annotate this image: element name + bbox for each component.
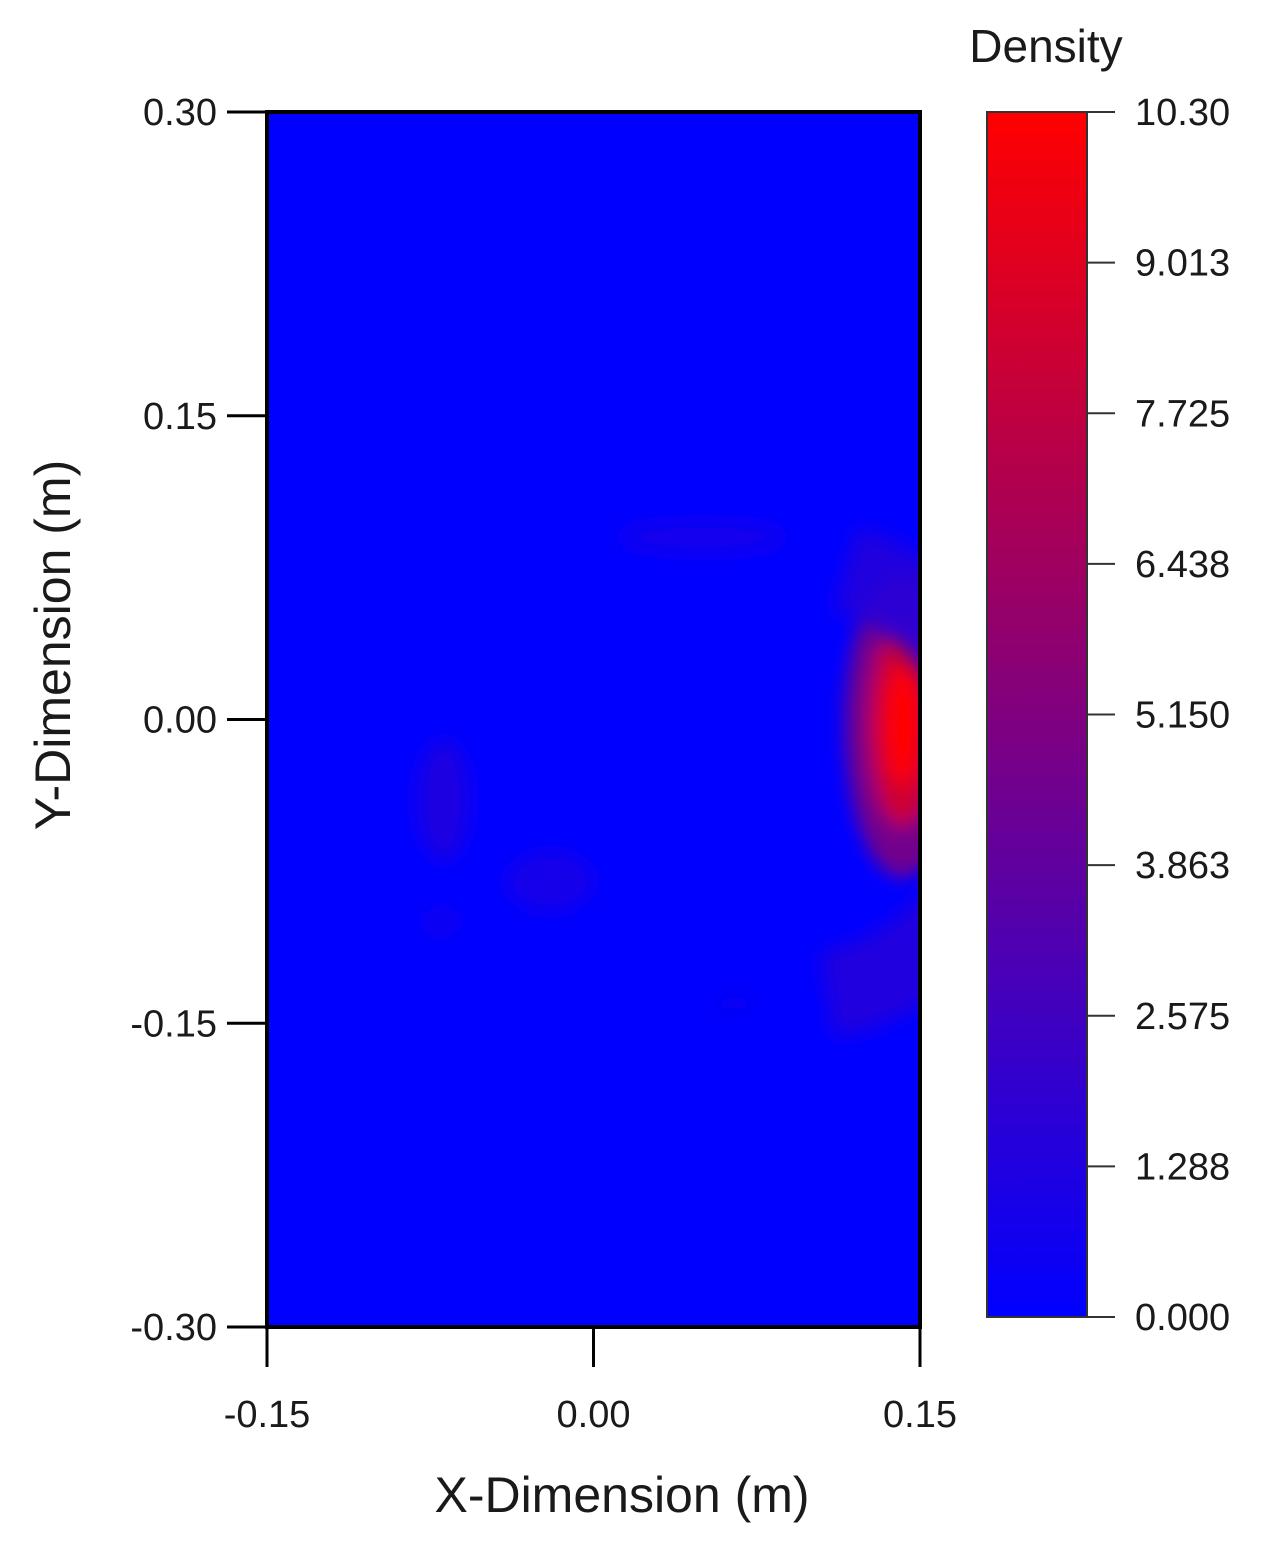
y-tick-label: -0.15: [130, 1003, 217, 1045]
density-blob: [417, 739, 470, 862]
x-tick-label: 0.00: [557, 1394, 631, 1436]
x-tick-label: 0.15: [883, 1394, 957, 1436]
density-crescent: [819, 527, 920, 1038]
y-tick-label: 0.00: [143, 700, 217, 742]
plot-background: [267, 112, 920, 1327]
colorbar-gradient: [986, 111, 1088, 1318]
colorbar-title: Density: [969, 20, 1122, 72]
x-tick-label: -0.15: [224, 1394, 311, 1436]
colorbar: Density 10.30 9.013 7.725 6.438 5.150 3.863 2.…: [969, 20, 1230, 1339]
hotspot-core: [884, 664, 920, 787]
density-hotspot: [845, 573, 920, 878]
colorbar-tick-label: 5.150: [1135, 695, 1230, 737]
colorbar-ticks: 10.30 9.013 7.725 6.438 5.150 3.863 2.575 1.288…: [1087, 92, 1230, 1339]
colorbar-tick-label: 2.575: [1135, 996, 1230, 1038]
colorbar-tick-label: 9.013: [1135, 243, 1230, 285]
colorbar-tick-label: 0.000: [1135, 1297, 1230, 1339]
colorbar-tick-label: 7.725: [1135, 393, 1230, 435]
x-axis-ticks: -0.15 0.00 0.15: [224, 1327, 957, 1436]
y-axis-title: Y-Dimension (m): [25, 460, 81, 830]
density-blob: [713, 994, 757, 1012]
y-axis-ticks: 0.30 0.15 0.00 -0.15 -0.30: [130, 92, 267, 1349]
colorbar-tick-label: 1.288: [1135, 1146, 1230, 1188]
colorbar-tick-label: 3.863: [1135, 845, 1230, 887]
density-features: [417, 521, 920, 1038]
y-tick-label: 0.15: [143, 396, 217, 438]
density-blob: [423, 909, 459, 935]
plot-area: [265, 110, 922, 1329]
y-tick-label: -0.30: [130, 1307, 217, 1349]
density-crescent-shape: [819, 527, 920, 1038]
y-tick-label: 0.30: [143, 92, 217, 134]
colorbar-tick-label: 10.30: [1135, 92, 1230, 134]
x-axis-title: X-Dimension (m): [434, 1467, 809, 1523]
colorbar-tick-label: 6.438: [1135, 544, 1230, 586]
density-blob: [615, 521, 790, 554]
density-blob: [506, 851, 594, 912]
